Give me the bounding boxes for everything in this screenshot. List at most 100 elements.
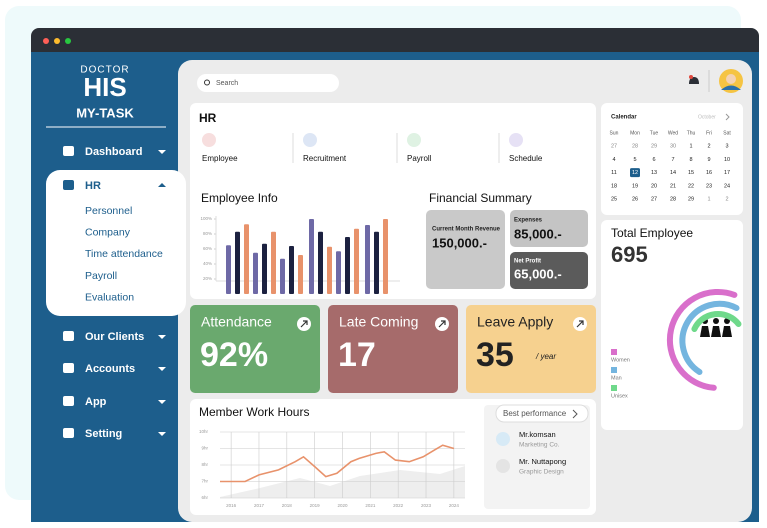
submenu-label[interactable]: Time attendance [85,248,163,260]
day[interactable]: 11 [611,170,617,176]
stat-card [328,305,458,393]
total-employee-title: Total Employee [611,226,693,240]
day[interactable]: 21 [670,183,676,189]
submenu-label[interactable]: Evaluation [85,292,134,304]
search-box[interactable] [197,74,339,92]
day[interactable]: 30 [670,143,676,149]
menu-caret[interactable] [158,150,166,154]
day[interactable]: 27 [611,143,617,149]
day[interactable]: 28 [670,197,676,203]
bar [271,231,276,294]
menu-label[interactable]: Dashboard [85,146,142,158]
day[interactable]: 15 [688,170,694,176]
menu-caret[interactable] [158,335,166,339]
day[interactable]: 9 [707,157,710,163]
hr-item-label[interactable]: Recruitment [303,154,347,163]
day[interactable]: 3 [725,143,728,149]
submenu-label[interactable]: Company [85,226,131,238]
stat-value: 17 [338,336,376,374]
search-placeholder: Search [216,80,238,87]
window-close[interactable] [43,38,49,44]
stat-value: 35 [476,336,514,374]
day[interactable]: 1 [689,143,692,149]
bar [365,225,370,294]
submenu-label[interactable]: Personnel [85,205,132,217]
y-tick-label: 20% [203,276,212,281]
calendar-next[interactable] [725,113,730,121]
logo: HIS [83,72,126,102]
day[interactable]: 19 [632,183,638,189]
hr-item-label[interactable]: Schedule [509,154,543,163]
ring-arc [679,300,740,375]
day[interactable]: 10 [724,157,730,163]
menu-icon [63,396,74,406]
menu-label[interactable]: App [85,396,107,408]
day[interactable]: 4 [612,157,615,163]
day[interactable]: 1 [707,197,710,203]
day[interactable]: 17 [724,170,730,176]
stat-value: 92% [200,336,268,374]
hr-item-label[interactable]: Employee [202,154,238,163]
people-icon [700,318,732,337]
menu-caret[interactable] [158,432,166,436]
person-name[interactable]: Mr.komsan [519,430,556,439]
day[interactable]: 18 [611,183,617,189]
person-name[interactable]: Mr. Nuttapong [519,457,566,466]
best-title: Best performance [503,409,567,418]
day[interactable]: 14 [670,170,676,176]
day[interactable]: 5 [633,157,636,163]
window-minimize[interactable] [54,38,60,44]
day[interactable]: 29 [651,143,657,149]
bar [298,255,303,294]
window-maximize[interactable] [65,38,71,44]
day[interactable]: 25 [611,197,617,203]
day[interactable]: 22 [688,183,694,189]
day[interactable]: 6 [652,157,655,163]
day[interactable]: 28 [632,143,638,149]
work-hours-title: Member Work Hours [199,405,309,419]
day[interactable]: 2 [707,143,710,149]
day[interactable]: 12 [632,170,638,176]
day[interactable]: 26 [632,197,638,203]
menu-caret[interactable] [158,367,166,371]
menu-label[interactable]: Accounts [85,363,135,375]
day[interactable]: 20 [651,183,657,189]
day[interactable]: 8 [689,157,692,163]
y-tick-label: 8hr [201,462,208,467]
day[interactable]: 13 [651,170,657,176]
day[interactable]: 29 [688,197,694,203]
stat-arrow [438,320,446,328]
notification-dot [689,75,693,79]
hr-item-label[interactable]: Payroll [407,154,432,163]
best-panel [484,405,590,509]
bar [244,224,249,294]
day[interactable]: 27 [651,197,657,203]
best-button[interactable] [495,404,589,423]
y-tick-label: 10hr [199,429,209,434]
hr-item-icon[interactable] [303,133,317,147]
menu-label[interactable]: Our Clients [85,331,144,343]
menu-label[interactable]: HR [85,180,101,192]
menu-caret[interactable] [158,400,166,404]
day[interactable]: 2 [725,197,728,203]
hr-item-icon[interactable] [202,133,216,147]
day[interactable]: 7 [671,157,674,163]
financial-title: Financial Summary [429,191,532,205]
day[interactable]: 23 [706,183,712,189]
x-tick-label: 2016 [226,503,237,508]
calendar-month: October [698,114,716,120]
day[interactable]: 24 [724,183,730,189]
revenue-label: Current Month Revenue [432,227,501,233]
submenu-label[interactable]: Payroll [85,270,117,282]
person-avatar[interactable] [496,459,510,473]
day[interactable]: 16 [706,170,712,176]
x-tick-label: 2020 [337,503,348,508]
menu-icon [63,363,74,373]
menu-caret[interactable] [158,183,166,187]
menu-label[interactable]: Setting [85,428,122,440]
legend-swatch [611,367,617,373]
hr-item-icon[interactable] [509,133,523,147]
person-avatar[interactable] [496,432,510,446]
hr-item-icon[interactable] [407,133,421,147]
